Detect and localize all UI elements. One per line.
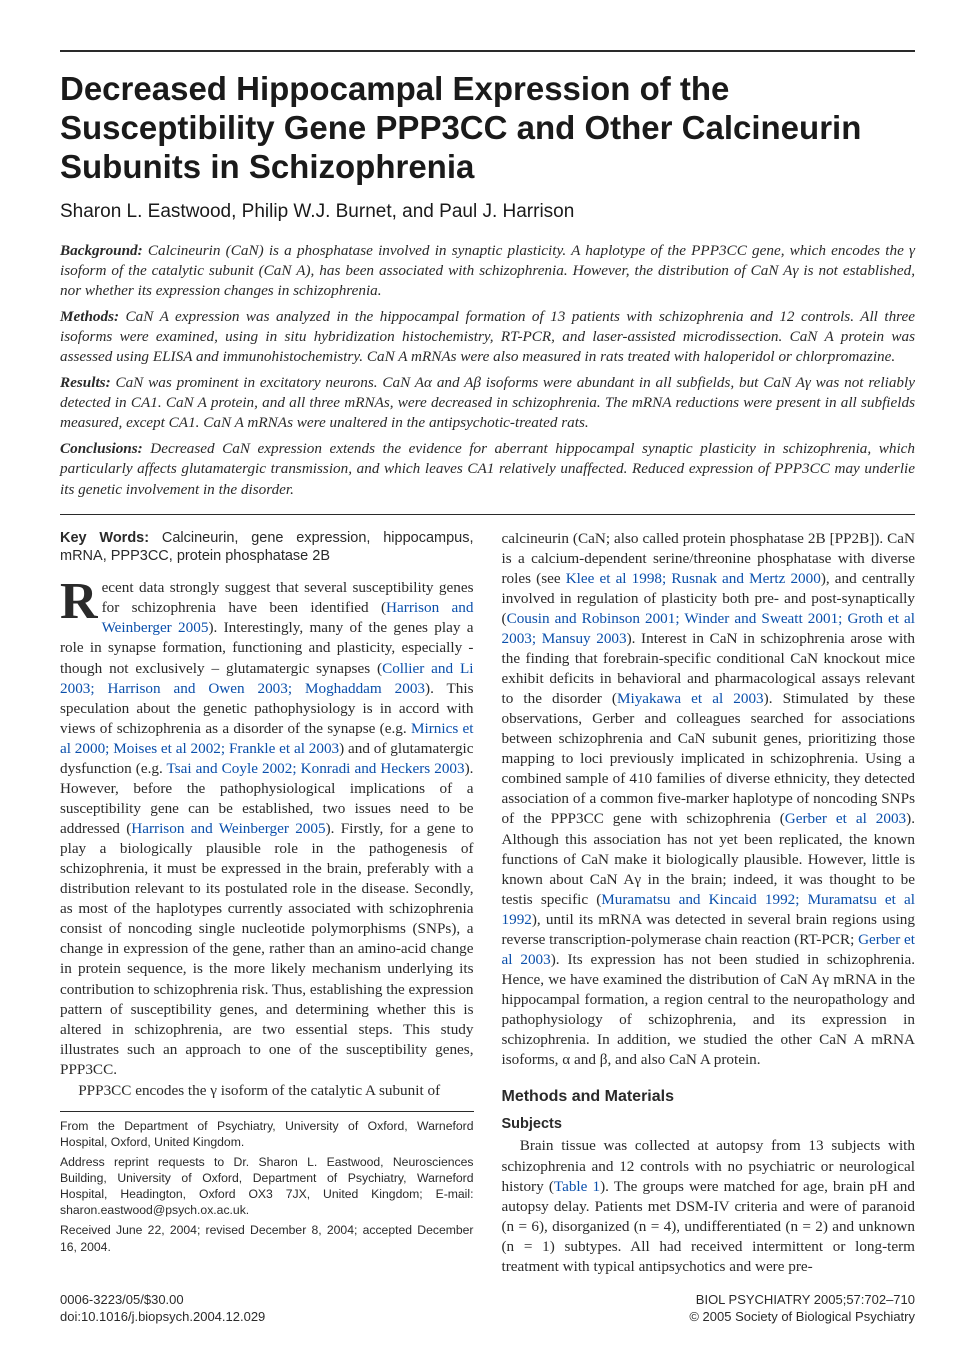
footer-issn: 0006-3223/05/$30.00 (60, 1292, 265, 1309)
footer-doi: doi:10.1016/j.biopsych.2004.12.029 (60, 1309, 265, 1326)
affiliation-reprint: Address reprint requests to Dr. Sharon L… (60, 1154, 474, 1218)
p3g: ). Its expression has not been studied i… (502, 951, 916, 1068)
keywords-block: Key Words: Calcineurin, gene expression,… (60, 529, 474, 567)
abstract-results: Results: CaN was prominent in excitatory… (60, 373, 915, 433)
subjects-heading: Subjects (502, 1115, 916, 1134)
keywords-label: Key Words: (60, 530, 149, 546)
page-root: Decreased Hippocampal Expression of the … (0, 0, 975, 1356)
body-para-3: calcineurin (CaN; also called protein ph… (502, 529, 916, 1071)
abstract-rule (60, 514, 915, 515)
body-para-1: Recent data strongly suggest that severa… (60, 578, 474, 1080)
abstract-methods-text: CaN A expression was analyzed in the hip… (60, 308, 915, 365)
ref-miyakawa-2003[interactable]: Miyakawa et al 2003 (617, 690, 764, 707)
abstract-conclusions: Conclusions: Decreased CaN expression ex… (60, 439, 915, 499)
p3f: ), until its mRNA was detected in severa… (502, 911, 916, 948)
footer-right: BIOL PSYCHIATRY 2005;57:702–710 © 2005 S… (689, 1292, 915, 1326)
footer-copyright: © 2005 Society of Biological Psychiatry (689, 1309, 915, 1326)
top-rule (60, 50, 915, 52)
abstract-background: Background: Calcineurin (CaN) is a phosp… (60, 241, 915, 301)
dropcap: R (60, 578, 102, 624)
methods-heading: Methods and Materials (502, 1086, 916, 1107)
abstract-background-label: Background: (60, 242, 143, 259)
affiliation-received: Received June 22, 2004; revised December… (60, 1222, 474, 1254)
abstract-methods-label: Methods: (60, 308, 119, 325)
abstract-conclusions-text: Decreased CaN expression extends the evi… (60, 440, 915, 497)
ref-tsai-konradi[interactable]: Tsai and Coyle 2002; Konradi and Heckers… (167, 760, 465, 777)
ref-harrison-weinberger-2005b[interactable]: Harrison and Weinberger 2005 (131, 820, 325, 837)
body-para-2: PPP3CC encodes the γ isoform of the cata… (60, 1081, 474, 1101)
ref-table-1[interactable]: Table 1 (554, 1178, 600, 1195)
ref-klee-rusnak[interactable]: Klee et al 1998; Rusnak and Mertz 2000 (566, 570, 821, 587)
article-title: Decreased Hippocampal Expression of the … (60, 70, 915, 187)
abstract-results-text: CaN was prominent in excitatory neurons.… (60, 374, 915, 431)
body-columns: Key Words: Calcineurin, gene expression,… (60, 529, 915, 1278)
ref-gerber-2003[interactable]: Gerber et al 2003 (785, 810, 906, 827)
abstract-results-label: Results: (60, 374, 111, 391)
journal-footer: 0006-3223/05/$30.00 doi:10.1016/j.biopsy… (60, 1292, 915, 1326)
affiliation-from: From the Department of Psychiatry, Unive… (60, 1118, 474, 1150)
footer-left: 0006-3223/05/$30.00 doi:10.1016/j.biopsy… (60, 1292, 265, 1326)
subjects-para: Brain tissue was collected at autopsy fr… (502, 1136, 916, 1276)
authors-line: Sharon L. Eastwood, Philip W.J. Burnet, … (60, 201, 915, 223)
p3d: ). Stimulated by these observations, Ger… (502, 690, 916, 827)
abstract-conclusions-label: Conclusions: (60, 440, 143, 457)
footer-journal: BIOL PSYCHIATRY 2005;57:702–710 (689, 1292, 915, 1309)
p1f: ). Firstly, for a gene to play a biologi… (60, 820, 474, 1078)
affiliation-block: From the Department of Psychiatry, Unive… (60, 1111, 474, 1255)
abstract-background-text: Calcineurin (CaN) is a phosphatase invol… (60, 242, 915, 299)
abstract-methods: Methods: CaN A expression was analyzed i… (60, 307, 915, 367)
